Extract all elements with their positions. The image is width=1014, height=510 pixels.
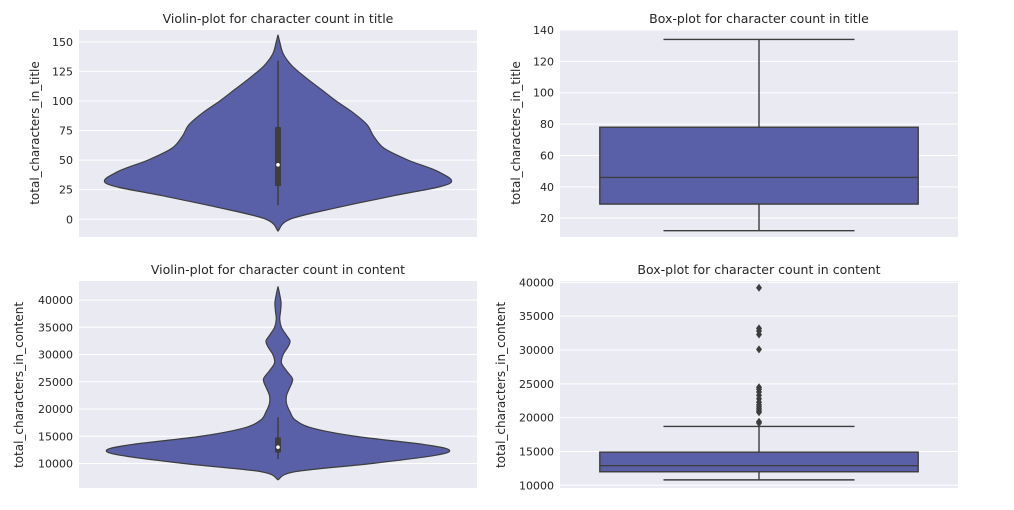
violin-median-dot: [276, 163, 280, 167]
y-tick-label: 20000: [519, 412, 554, 425]
violin-median-dot: [276, 445, 280, 449]
violin-iqr-box: [275, 127, 281, 186]
y-tick-label: 35000: [519, 310, 554, 323]
y-tick-label: 40000: [38, 294, 73, 307]
box-plot-content-panel: Box-plot for character count in content …: [494, 262, 958, 492]
y-tick-label: 20: [540, 212, 554, 225]
y-tick-label: 10000: [519, 479, 554, 492]
chart-title: Violin-plot for character count in title: [163, 11, 394, 26]
y-tick-label: 30000: [38, 349, 73, 362]
chart-title: Box-plot for character count in content: [637, 262, 880, 277]
y-tick-label: 75: [59, 125, 73, 138]
y-axis-label: total_characters_in_title: [28, 61, 42, 205]
y-tick-label: 100: [52, 95, 73, 108]
y-tick-label: 100: [533, 87, 554, 100]
y-tick-label: 25000: [519, 378, 554, 391]
y-tick-label: 125: [52, 65, 73, 78]
y-tick-label: 150: [52, 36, 73, 49]
y-tick-label: 40: [540, 181, 554, 194]
violin-plot-content-panel: Violin-plot for character count in conte…: [12, 262, 477, 488]
iqr-box: [600, 127, 918, 204]
y-tick-label: 50: [59, 154, 73, 167]
y-tick-label: 25: [59, 184, 73, 197]
box-plot-title-panel: Box-plot for character count in title to…: [509, 11, 958, 237]
y-axis-label: total_characters_in_content: [12, 302, 26, 468]
y-tick-label: 15000: [519, 445, 554, 458]
violin-plot-title-panel: Violin-plot for character count in title…: [28, 11, 477, 237]
iqr-box: [600, 452, 918, 472]
y-tick-label: 120: [533, 55, 554, 68]
y-tick-label: 140: [533, 24, 554, 37]
y-tick-label: 40000: [519, 276, 554, 289]
y-tick-label: 15000: [38, 430, 73, 443]
y-tick-label: 20000: [38, 403, 73, 416]
y-tick-label: 0: [66, 213, 73, 226]
y-tick-label: 35000: [38, 321, 73, 334]
y-axis-label: total_characters_in_title: [509, 61, 523, 205]
chart-title: Box-plot for character count in title: [649, 11, 869, 26]
y-tick-label: 10000: [38, 457, 73, 470]
y-tick-label: 30000: [519, 344, 554, 357]
y-tick-label: 80: [540, 118, 554, 131]
y-tick-label: 60: [540, 149, 554, 162]
y-tick-label: 25000: [38, 376, 73, 389]
chart-title: Violin-plot for character count in conte…: [151, 262, 405, 277]
violin-iqr-box: [275, 437, 281, 452]
y-axis-label: total_characters_in_content: [494, 302, 508, 468]
